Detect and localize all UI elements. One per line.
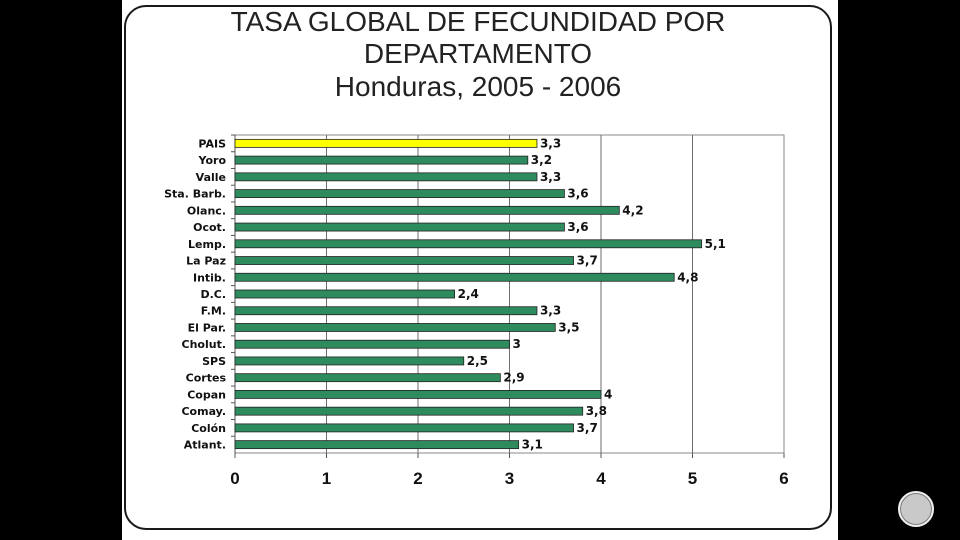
category-label: PAIS <box>198 137 226 150</box>
category-label: Comay. <box>181 405 226 418</box>
next-slide-button[interactable] <box>898 491 934 527</box>
category-label: Lemp. <box>188 238 226 251</box>
category-label: Yoro <box>198 154 227 167</box>
bar <box>234 440 520 450</box>
x-tick-label: 5 <box>688 469 697 488</box>
x-tick-label: 2 <box>413 469 422 488</box>
category-label: La Paz <box>186 255 226 268</box>
value-label: 3,7 <box>577 421 598 435</box>
category-label: Sta. Barb. <box>164 188 226 201</box>
value-label: 3,6 <box>567 220 588 234</box>
category-label: D.C. <box>200 288 226 301</box>
category-label: Ocot. <box>193 221 226 234</box>
value-label: 3 <box>513 337 521 351</box>
bar <box>234 423 574 433</box>
value-label: 3,3 <box>540 136 561 150</box>
value-label: 3,7 <box>577 254 598 268</box>
bar <box>234 339 510 349</box>
bar <box>234 222 565 232</box>
bar <box>234 373 501 383</box>
x-tick-label: 6 <box>779 469 788 488</box>
category-label: Colón <box>191 422 226 435</box>
bar <box>234 256 574 265</box>
bar <box>234 272 675 282</box>
bar <box>234 138 538 148</box>
x-tick-label: 0 <box>230 469 239 488</box>
bar <box>234 155 529 165</box>
value-label: 3,6 <box>567 187 588 201</box>
bar <box>234 172 538 182</box>
x-tick-label: 3 <box>505 469 514 488</box>
category-label: Cortes <box>186 372 227 385</box>
x-tick-label: 4 <box>596 469 606 488</box>
value-label: 4,2 <box>622 203 643 217</box>
bar <box>234 205 620 215</box>
bar <box>234 356 465 366</box>
value-label: 2,4 <box>458 287 479 301</box>
bar <box>234 306 538 316</box>
category-label: Valle <box>196 171 226 184</box>
value-label: 3,5 <box>558 320 579 334</box>
category-label: F.M. <box>201 305 226 318</box>
value-label: 2,5 <box>467 354 488 368</box>
value-label: 5,1 <box>705 237 726 251</box>
x-tick-label: 1 <box>322 469 331 488</box>
category-label: Olanc. <box>187 204 226 217</box>
title-line-3: Honduras, 2005 - 2006 <box>334 71 622 102</box>
bar <box>234 406 584 416</box>
bar <box>234 239 703 249</box>
title-line-2: DEPARTAMENTO <box>363 38 593 69</box>
chart-title: TASA GLOBAL DE FECUNDIDAD POR DEPARTAMEN… <box>124 6 832 104</box>
value-label: 4 <box>604 387 612 401</box>
value-label: 3,8 <box>586 404 607 418</box>
value-label: 4,8 <box>677 270 698 284</box>
value-label: 3,2 <box>531 153 552 167</box>
bar <box>234 390 602 399</box>
title-line-1: TASA GLOBAL DE FECUNDIDAD POR <box>230 6 726 37</box>
category-label: SPS <box>202 355 226 368</box>
category-label: Atlant. <box>184 439 226 452</box>
category-label: Cholut. <box>182 338 227 351</box>
value-label: 3,1 <box>522 438 543 452</box>
bar <box>234 323 556 332</box>
category-label: Intib. <box>193 271 226 284</box>
value-label: 3,3 <box>540 304 561 318</box>
category-label: Copan <box>187 388 226 401</box>
value-label: 2,9 <box>503 371 524 385</box>
value-label: 3,3 <box>540 170 561 184</box>
bar <box>234 289 456 299</box>
bar <box>234 189 565 198</box>
category-label: El Par. <box>188 321 226 334</box>
